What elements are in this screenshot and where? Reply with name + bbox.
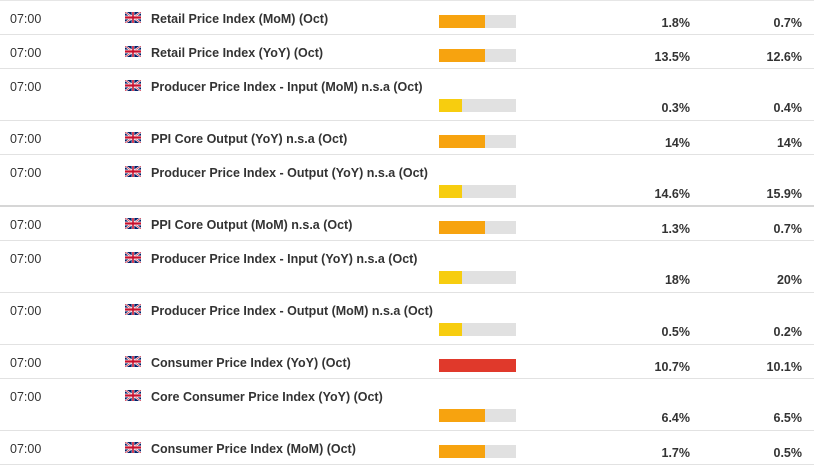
previous-value: 0.7% xyxy=(773,222,803,236)
actual-value: 18% xyxy=(664,273,690,287)
event-time: 07:00 xyxy=(10,166,42,180)
actual-value: 0.3% xyxy=(661,101,691,115)
previous-value: 0.7% xyxy=(773,16,803,30)
impact-bar-fill xyxy=(439,409,485,422)
event-time: 07:00 xyxy=(10,132,42,146)
impact-bar-fill xyxy=(439,323,462,336)
event-name-link[interactable]: PPI Core Output (YoY) n.s.a (Oct) xyxy=(151,132,348,146)
event-name-link[interactable]: Consumer Price Index (MoM) (Oct) xyxy=(151,442,356,456)
actual-value: 13.5% xyxy=(654,50,690,64)
event-time: 07:00 xyxy=(10,390,42,404)
event-time: 07:00 xyxy=(10,252,42,266)
impact-bar xyxy=(439,359,516,372)
impact-bar xyxy=(439,185,516,198)
table-row[interactable]: 07:00 Retail Price Index (MoM) (Oct) 1.8… xyxy=(0,1,814,35)
uk-flag-icon xyxy=(125,356,141,367)
event-name-link[interactable]: Core Consumer Price Index (YoY) (Oct) xyxy=(151,390,383,404)
previous-value: 0.2% xyxy=(773,325,803,339)
previous-value: 20% xyxy=(776,273,802,287)
table-row[interactable]: 07:00 Consumer Price Index (MoM) (Oct) 1… xyxy=(0,431,814,465)
actual-value: 14% xyxy=(664,136,690,150)
impact-bar-fill xyxy=(439,271,462,284)
table-row[interactable]: 07:00 Producer Price Index - Output (YoY… xyxy=(0,155,814,207)
previous-value: 6.5% xyxy=(773,411,803,425)
impact-bar xyxy=(439,99,516,112)
actual-value: 1.8% xyxy=(661,16,691,30)
previous-value: 0.5% xyxy=(773,446,803,460)
impact-bar xyxy=(439,271,516,284)
actual-value: 10.7% xyxy=(654,360,690,374)
impact-bar-fill xyxy=(439,185,462,198)
event-name-link[interactable]: Retail Price Index (YoY) (Oct) xyxy=(151,46,324,60)
event-name-link[interactable]: PPI Core Output (MoM) n.s.a (Oct) xyxy=(151,218,353,232)
event-name-link[interactable]: Producer Price Index - Input (YoY) n.s.a… xyxy=(151,252,418,266)
previous-value: 14% xyxy=(776,136,802,150)
impact-bar xyxy=(439,49,516,62)
previous-value: 10.1% xyxy=(766,360,802,374)
impact-bar-fill xyxy=(439,445,485,458)
impact-bar xyxy=(439,135,516,148)
impact-bar-fill xyxy=(439,221,485,234)
impact-bar xyxy=(439,15,516,28)
uk-flag-icon xyxy=(125,46,141,57)
actual-value: 1.7% xyxy=(661,446,691,460)
impact-bar-fill xyxy=(439,99,462,112)
table-row[interactable]: 07:00 PPI Core Output (YoY) n.s.a (Oct) … xyxy=(0,121,814,155)
event-time: 07:00 xyxy=(10,218,42,232)
impact-bar-fill xyxy=(439,49,485,62)
uk-flag-icon xyxy=(125,218,141,229)
previous-value: 0.4% xyxy=(773,101,803,115)
table-row[interactable]: 07:00 Producer Price Index - Input (YoY)… xyxy=(0,241,814,293)
event-name-link[interactable]: Producer Price Index - Input (MoM) n.s.a… xyxy=(151,80,423,94)
uk-flag-icon xyxy=(125,304,141,315)
impact-bar xyxy=(439,323,516,336)
impact-bar-fill xyxy=(439,135,485,148)
event-time: 07:00 xyxy=(10,304,42,318)
uk-flag-icon xyxy=(125,166,141,177)
event-name-link[interactable]: Retail Price Index (MoM) (Oct) xyxy=(151,12,329,26)
event-time: 07:00 xyxy=(10,356,42,370)
event-time: 07:00 xyxy=(10,12,42,26)
uk-flag-icon xyxy=(125,390,141,401)
table-row[interactable]: 07:00 PPI Core Output (MoM) n.s.a (Oct) … xyxy=(0,207,814,241)
impact-bar-fill xyxy=(439,359,516,372)
table-row[interactable]: 07:00 Retail Price Index (YoY) (Oct) 13.… xyxy=(0,35,814,69)
uk-flag-icon xyxy=(125,80,141,91)
event-name-link[interactable]: Producer Price Index - Output (YoY) n.s.… xyxy=(151,166,428,180)
previous-value: 15.9% xyxy=(766,187,802,201)
impact-bar xyxy=(439,221,516,234)
event-name-link[interactable]: Producer Price Index - Output (MoM) n.s.… xyxy=(151,304,433,318)
table-row[interactable]: 07:00 Producer Price Index - Input (MoM)… xyxy=(0,69,814,121)
uk-flag-icon xyxy=(125,252,141,263)
table-row[interactable]: 07:00 Producer Price Index - Output (MoM… xyxy=(0,293,814,345)
impact-bar xyxy=(439,445,516,458)
uk-flag-icon xyxy=(125,132,141,143)
event-name-link[interactable]: Consumer Price Index (YoY) (Oct) xyxy=(151,356,351,370)
impact-bar xyxy=(439,409,516,422)
table-row[interactable]: 07:00 Core Consumer Price Index (YoY) (O… xyxy=(0,379,814,431)
event-time: 07:00 xyxy=(10,442,42,456)
actual-value: 1.3% xyxy=(661,222,691,236)
event-time: 07:00 xyxy=(10,80,42,94)
uk-flag-icon xyxy=(125,12,141,23)
actual-value: 6.4% xyxy=(661,411,691,425)
previous-value: 12.6% xyxy=(766,50,802,64)
impact-bar-fill xyxy=(439,15,485,28)
event-time: 07:00 xyxy=(10,46,42,60)
uk-flag-icon xyxy=(125,442,141,453)
actual-value: 14.6% xyxy=(654,187,690,201)
actual-value: 0.5% xyxy=(661,325,691,339)
table-row[interactable]: 07:00 Consumer Price Index (YoY) (Oct) 1… xyxy=(0,345,814,379)
